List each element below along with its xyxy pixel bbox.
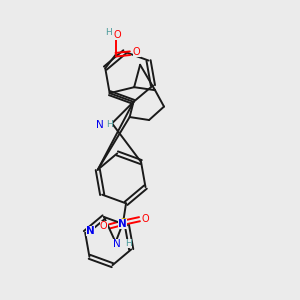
Text: O: O [113,30,121,40]
Text: O: O [142,214,149,224]
Text: O: O [133,47,140,57]
Text: H: H [105,28,112,37]
Text: H: H [125,239,131,248]
Text: H: H [106,120,113,129]
Text: S: S [119,218,127,228]
Text: N: N [113,239,121,249]
Text: N: N [86,226,95,236]
Text: O: O [100,221,107,231]
Text: N: N [96,120,103,130]
Text: N: N [118,219,127,229]
